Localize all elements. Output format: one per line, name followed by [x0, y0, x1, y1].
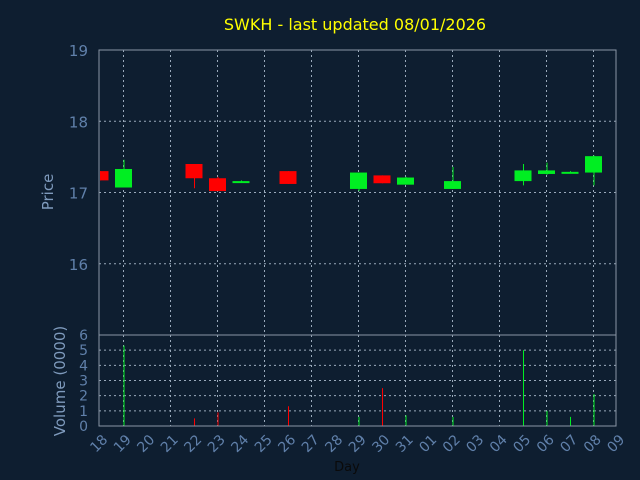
price-tick-label: 16 [69, 256, 88, 274]
price-tick-label: 19 [69, 42, 88, 60]
volume-axis-label: Volume (0000) [51, 326, 69, 436]
candle-body [232, 181, 250, 184]
volume-tick-label: 0 [79, 419, 88, 435]
volume-bars [123, 345, 595, 426]
candle-body [444, 181, 461, 189]
chart-title: SWKH - last updated 08/01/2026 [224, 15, 486, 34]
volume-tick-label: 4 [79, 358, 88, 374]
price-axis-label: Price [39, 174, 57, 211]
volume-tick-label: 1 [79, 404, 88, 420]
candle-body [100, 171, 109, 181]
price-tick-label: 18 [69, 113, 88, 131]
candle-body [279, 171, 297, 184]
candle-body [585, 156, 602, 173]
price-grid [99, 50, 616, 335]
x-tick-labels: 18 19 20 21 22 23 24 25 26 27 28 29 30 31 01 02 03 04 05 06… [87, 432, 628, 456]
candle-body [115, 168, 132, 188]
candle-body [350, 172, 367, 189]
candle-body [185, 164, 203, 179]
volume-tick-label: 2 [79, 389, 88, 405]
price-tick-labels: 16 17 18 19 [69, 42, 88, 274]
candles [100, 155, 602, 192]
volume-tick-label: 5 [79, 343, 88, 359]
volume-grid [99, 335, 616, 426]
candle-body [538, 170, 555, 174]
candle-body [397, 177, 414, 185]
price-tick-label: 17 [69, 185, 88, 203]
x-axis-label: Day [334, 460, 360, 475]
candle-body [514, 170, 532, 182]
candle-body [209, 178, 226, 192]
candle-body [561, 171, 579, 174]
volume-tick-label: 6 [79, 328, 88, 344]
candle-body [373, 175, 391, 184]
volume-tick-label: 3 [79, 374, 88, 390]
volume-panel-frame [98, 334, 617, 427]
